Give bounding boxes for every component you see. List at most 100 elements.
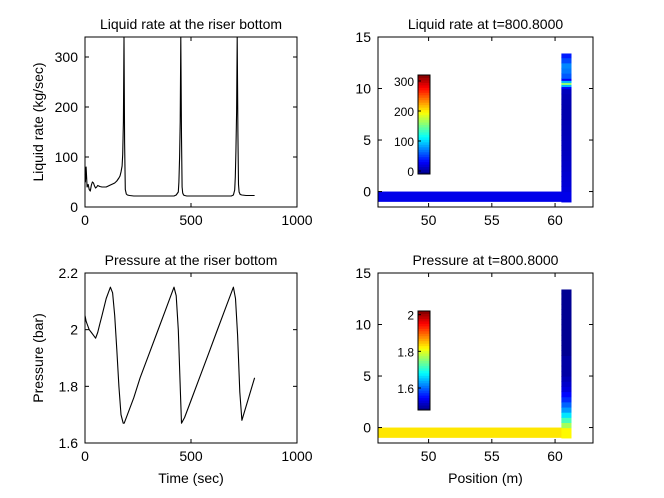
x-axis-label: Time (sec): [158, 470, 224, 486]
riser-cell: [561, 88, 572, 95]
riser-cell: [561, 78, 572, 81]
riser-cell: [561, 427, 572, 439]
colorbar-segment: [418, 367, 430, 371]
riser-cell: [561, 345, 572, 351]
colorbar-segment: [418, 159, 430, 163]
riser-cell: [561, 365, 572, 372]
riser-cell: [561, 298, 572, 305]
y-axis-label: Pressure (bar): [30, 313, 46, 402]
colorbar-segment: [418, 114, 430, 118]
colorbar-segment: [418, 126, 430, 130]
colorbar-segment: [418, 117, 430, 121]
colorbar-segment: [418, 365, 430, 369]
colorbar-tick-label: 100: [394, 135, 414, 149]
y-tick-label: 2.2: [59, 265, 79, 281]
riser-cell: [561, 80, 572, 83]
y-tick-label: 0: [363, 420, 371, 436]
x-tick-label: 1000: [281, 448, 312, 464]
colorbar-segment: [418, 84, 430, 88]
colorbar-segment: [418, 372, 430, 376]
colorbar-segment: [418, 405, 430, 409]
colorbar-segment: [418, 377, 430, 381]
colorbar-segment: [418, 75, 430, 78]
colorbar-segment: [418, 350, 430, 354]
y-tick-label: 0: [70, 199, 78, 215]
colorbar-segment: [418, 139, 430, 143]
x-tick-label: 50: [421, 448, 437, 464]
riser-cell: [561, 339, 572, 346]
colorbar-segment: [418, 154, 430, 158]
colorbar-segment: [418, 362, 430, 366]
colorbar-segment: [418, 164, 430, 168]
series-line: [84, 36, 255, 197]
subplot-4: 1.6 1.8 2 50 55 60 0 5 10 15 Pressure at t=800.800…: [355, 252, 594, 486]
colorbar-segment: [418, 124, 430, 128]
y-tick-label: 2: [70, 322, 78, 338]
colorbar-segment: [418, 375, 430, 379]
chart-title: Pressure at t=800.8000: [413, 252, 559, 268]
riser-cell: [561, 84, 572, 88]
riser-cell: [561, 334, 572, 341]
colorbar-segment: [418, 397, 430, 401]
chart-title: Pressure at the riser bottom: [105, 252, 278, 268]
colorbar-segment: [418, 151, 430, 155]
y-tick-label: 1.8: [59, 378, 79, 394]
chart-title: Liquid rate at the riser bottom: [100, 16, 282, 32]
colorbar-segment: [418, 333, 430, 337]
colorbar-segment: [418, 348, 430, 352]
colorbar-segment: [418, 144, 430, 148]
riser-cell: [561, 319, 572, 326]
riser-cell: [561, 396, 572, 403]
colorbar-segment: [418, 407, 430, 411]
riser-cell: [561, 370, 572, 377]
horizontal-pipe-cell: [378, 191, 566, 202]
riser-cell: [561, 129, 572, 136]
colorbar-segment: [418, 119, 430, 123]
axes-frame: [377, 272, 594, 444]
riser-cell: [561, 124, 572, 131]
chart-title: Liquid rate at t=800.8000: [408, 16, 564, 32]
colorbar-segment: [418, 134, 430, 138]
riser-cell: [561, 103, 572, 110]
y-tick-label: 10: [355, 81, 371, 97]
colorbar-segment: [418, 311, 430, 314]
colorbar-segment: [418, 355, 430, 359]
colorbar-segment: [418, 330, 430, 334]
colorbar-segment: [418, 315, 430, 319]
riser-cell: [561, 134, 572, 141]
riser-cell: [561, 355, 572, 362]
colorbar-segment: [418, 92, 430, 96]
colorbar-segment: [418, 87, 430, 91]
riser-cell: [561, 86, 572, 90]
riser-cell: [561, 57, 572, 64]
colorbar-segment: [418, 340, 430, 344]
colorbar-segment: [418, 400, 430, 404]
colorbar-segment: [418, 320, 430, 324]
colorbar-tick-label: 2: [407, 309, 414, 323]
riser-cell: [561, 176, 572, 182]
y-tick-label: 300: [55, 49, 79, 65]
colorbar-segment: [418, 345, 430, 349]
riser-cell: [561, 119, 572, 126]
x-tick-label: 0: [81, 212, 89, 228]
y-axis-label: Liquid rate (kg/sec): [30, 62, 46, 181]
riser-cell: [561, 165, 572, 172]
y-tick-label: 1.6: [59, 435, 79, 451]
colorbar-segment: [418, 104, 430, 108]
colorbar-segment: [418, 318, 430, 322]
colorbar-segment: [418, 129, 430, 133]
colorbar-tick-label: 1.8: [397, 345, 414, 359]
y-tick-label: 15: [355, 29, 371, 45]
x-tick-label: 60: [547, 212, 563, 228]
x-tick-label: 500: [179, 212, 203, 228]
x-tick-label: 55: [484, 212, 500, 228]
colorbar-segment: [418, 328, 430, 332]
colorbar-segment: [418, 358, 430, 361]
x-tick-label: 50: [421, 212, 437, 228]
colorbar-segment: [418, 97, 430, 101]
riser-cell: [561, 93, 572, 100]
riser-cell: [561, 98, 572, 105]
riser-cell: [561, 191, 572, 203]
colorbar-segment: [418, 156, 430, 160]
colorbar-segment: [418, 402, 430, 406]
